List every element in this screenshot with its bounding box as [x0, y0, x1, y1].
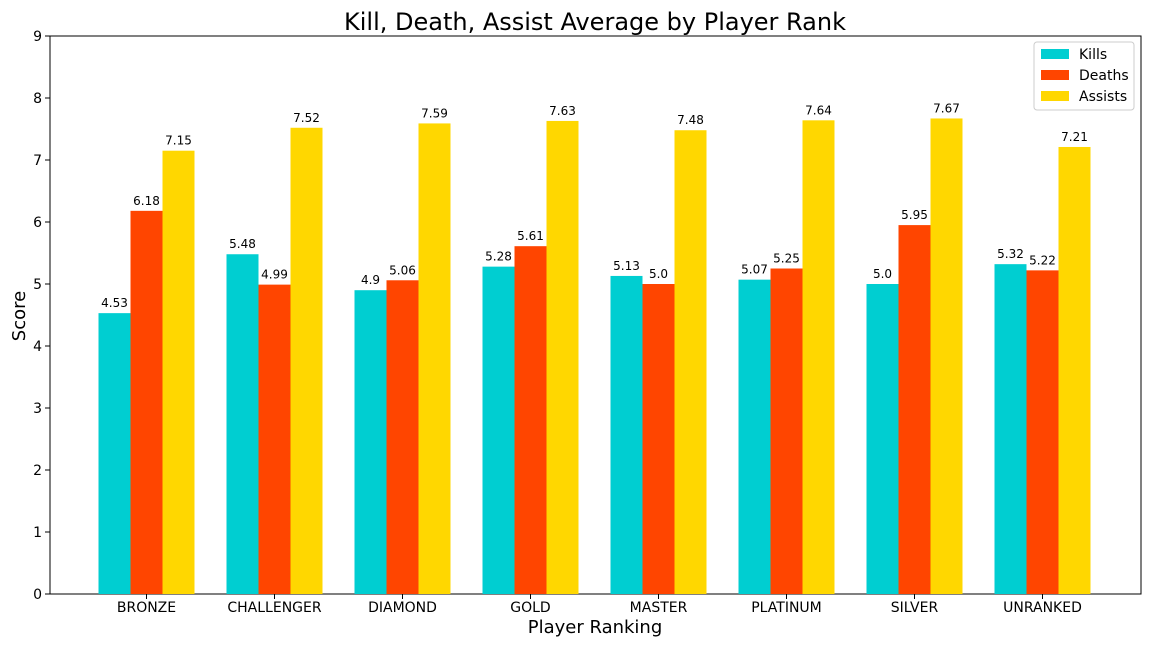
plot-frame [49, 35, 1142, 595]
data-label: 5.61 [517, 229, 544, 243]
bar-kills [994, 264, 1027, 594]
bar-kills [482, 266, 515, 594]
bar-deaths [770, 268, 803, 594]
data-label: 7.52 [293, 111, 320, 125]
data-label: 5.13 [613, 259, 640, 273]
bar-deaths [898, 225, 931, 594]
y-tick-label: 9 [33, 29, 42, 45]
data-label: 5.0 [873, 267, 892, 281]
data-label: 5.32 [997, 247, 1024, 261]
data-label: 7.21 [1061, 130, 1088, 144]
bar-kills [98, 313, 131, 594]
x-tick-label: SILVER [891, 600, 939, 616]
bar-deaths [514, 246, 547, 594]
data-label: 5.48 [229, 237, 256, 251]
bar-kills [610, 275, 643, 594]
legend-swatch-kills [1041, 49, 1069, 59]
data-label: 5.0 [649, 267, 668, 281]
bar-deaths [1026, 270, 1059, 594]
bar-kills [226, 254, 259, 595]
data-label: 4.9 [361, 273, 380, 287]
bar-deaths [386, 280, 419, 594]
data-label: 4.53 [101, 296, 128, 310]
legend-swatch-deaths [1041, 70, 1069, 80]
data-label: 5.25 [773, 252, 800, 266]
bar-assists [674, 130, 707, 595]
data-label: 7.59 [421, 106, 448, 120]
legend-label-deaths: Deaths [1079, 68, 1129, 84]
y-tick-label: 7 [33, 153, 42, 169]
chart-title: Kill, Death, Assist Average by Player Ra… [344, 8, 846, 36]
bar-assists [290, 127, 323, 594]
bar-deaths [642, 284, 675, 594]
data-label: 6.18 [133, 194, 160, 208]
bar-deaths [130, 210, 163, 594]
x-tick-label: CHALLENGER [227, 600, 321, 616]
data-label: 7.48 [677, 113, 704, 127]
y-tick-label: 4 [33, 339, 42, 355]
data-label: 7.63 [549, 104, 576, 118]
legend-swatch-assists [1041, 91, 1069, 101]
x-tick-label: GOLD [510, 600, 550, 616]
data-label: 7.15 [165, 134, 192, 148]
data-label: 5.95 [901, 208, 928, 222]
bar-assists [1058, 146, 1091, 595]
legend-label-assists: Assists [1079, 89, 1127, 105]
y-tick-label: 1 [33, 525, 42, 541]
bar-deaths [258, 284, 291, 594]
bar-kills [354, 290, 387, 594]
bar-assists [418, 123, 451, 595]
bar-assists [546, 120, 579, 594]
x-axis-label: Player Ranking [528, 617, 663, 638]
x-tick-label: BRONZE [117, 600, 176, 616]
y-tick-label: 6 [33, 215, 42, 231]
data-label: 5.07 [741, 263, 768, 277]
data-label: 5.22 [1029, 253, 1056, 267]
x-tick-label: UNRANKED [1003, 600, 1082, 616]
legend: Kills Deaths Assists [1033, 41, 1135, 111]
y-tick-label: 5 [33, 277, 42, 293]
y-tick-label: 3 [33, 401, 42, 417]
y-axis-label: Score [9, 291, 30, 341]
bar-assists [162, 150, 195, 594]
data-label: 5.28 [485, 250, 512, 264]
data-label: 4.99 [261, 268, 288, 282]
legend-label-kills: Kills [1079, 47, 1107, 63]
bar-kills [866, 284, 899, 594]
bar-assists [930, 118, 963, 595]
bar-kills [738, 279, 771, 594]
y-tick-label: 2 [33, 463, 42, 479]
y-tick-label: 8 [33, 91, 42, 107]
y-tick-label: 0 [33, 587, 42, 603]
x-tick-label: DIAMOND [368, 600, 437, 616]
x-tick-label: MASTER [630, 600, 688, 616]
plot-area: 0 1 2 3 4 5 6 7 8 9 4.53 6.18 7.15 BRONZE 5.48 4.99 7.52… [33, 29, 1142, 616]
data-label: 7.67 [933, 101, 960, 115]
x-tick-label: PLATINUM [751, 600, 822, 616]
data-label: 7.64 [805, 103, 832, 117]
bar-assists [802, 120, 835, 594]
data-label: 5.06 [389, 263, 416, 277]
